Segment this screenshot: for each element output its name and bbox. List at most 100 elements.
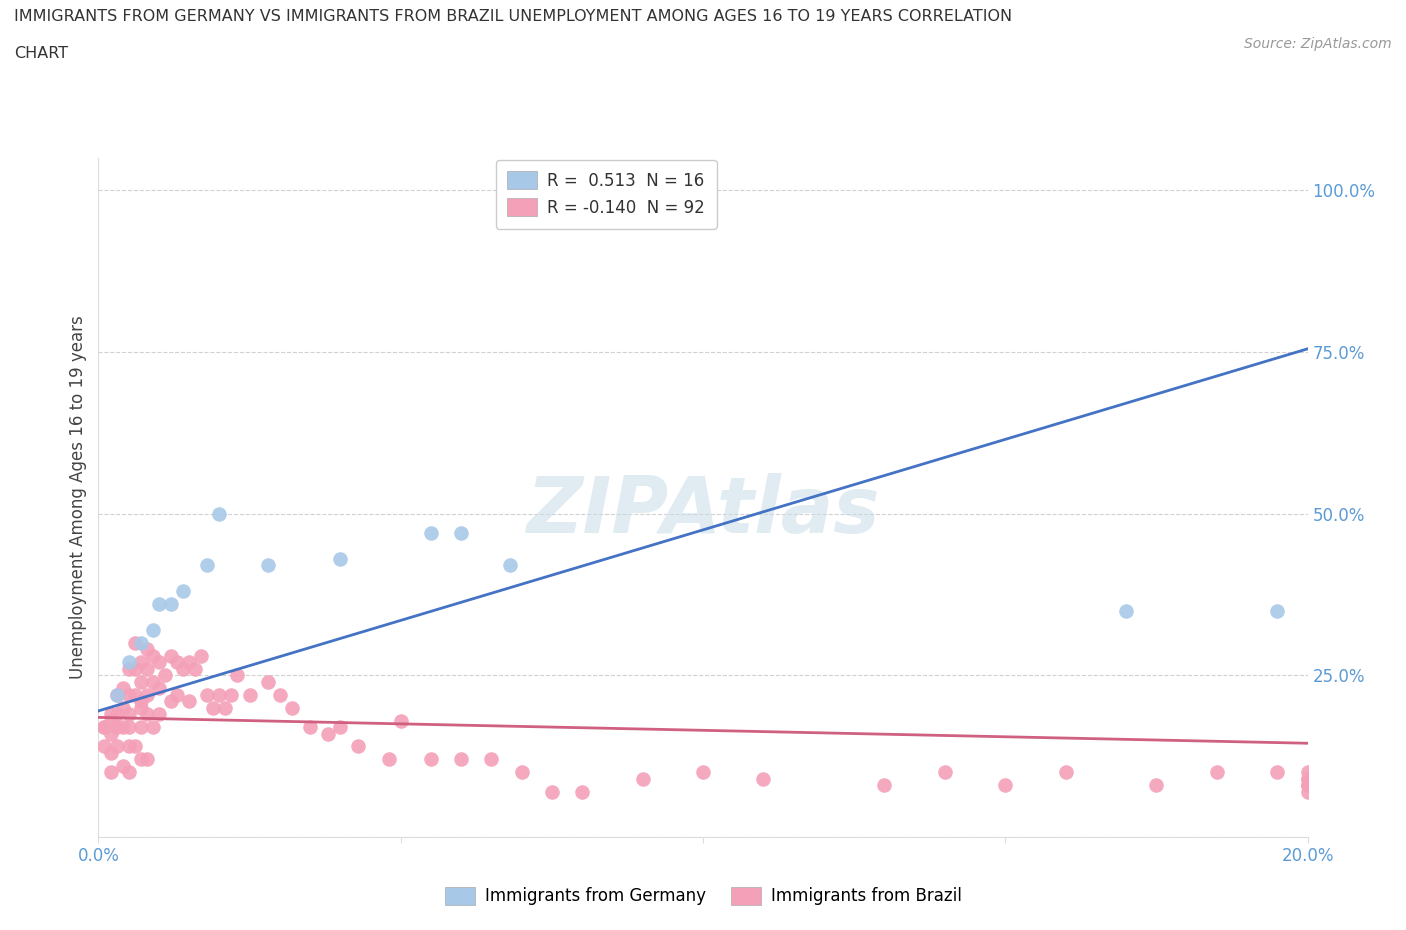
Point: [214, 700, 236, 715]
Point: [1144, 777, 1167, 792]
Point: [93, 739, 115, 754]
Text: IMMIGRANTS FROM GERMANY VS IMMIGRANTS FROM BRAZIL UNEMPLOYMENT AMONG AGES 16 TO : IMMIGRANTS FROM GERMANY VS IMMIGRANTS FR…: [14, 9, 1012, 24]
Point: [692, 764, 714, 779]
Point: [124, 635, 146, 650]
Point: [124, 661, 146, 676]
Point: [129, 700, 152, 715]
Point: [118, 655, 141, 670]
Point: [124, 687, 146, 702]
Point: [1296, 771, 1319, 786]
Point: [226, 668, 249, 683]
Point: [105, 739, 128, 754]
Point: [389, 713, 412, 728]
Point: [1265, 604, 1288, 618]
Text: ZIPAtlas: ZIPAtlas: [526, 473, 880, 549]
Point: [142, 623, 165, 638]
Point: [100, 707, 122, 722]
Point: [177, 655, 201, 670]
Point: [571, 784, 593, 799]
Point: [105, 687, 128, 702]
Point: [118, 739, 141, 754]
Point: [105, 687, 128, 702]
Y-axis label: Unemployment Among Ages 16 to 19 years: Unemployment Among Ages 16 to 19 years: [69, 315, 87, 680]
Point: [172, 584, 194, 599]
Point: [873, 777, 896, 792]
Point: [111, 681, 134, 696]
Point: [316, 726, 339, 741]
Point: [142, 674, 165, 689]
Legend: Immigrants from Germany, Immigrants from Brazil: Immigrants from Germany, Immigrants from…: [433, 875, 973, 917]
Point: [221, 687, 243, 702]
Point: [118, 720, 141, 735]
Point: [1296, 777, 1319, 792]
Point: [153, 668, 176, 683]
Point: [1296, 771, 1319, 786]
Point: [135, 661, 157, 676]
Point: [160, 597, 183, 612]
Point: [195, 558, 218, 573]
Point: [631, 771, 654, 786]
Point: [419, 752, 441, 767]
Point: [129, 694, 152, 709]
Point: [208, 506, 231, 521]
Point: [93, 720, 115, 735]
Point: [934, 764, 956, 779]
Point: [148, 681, 170, 696]
Point: [239, 687, 262, 702]
Point: [111, 700, 134, 715]
Point: [419, 525, 441, 540]
Point: [135, 752, 157, 767]
Point: [347, 739, 370, 754]
Point: [450, 752, 472, 767]
Point: [142, 648, 165, 663]
Point: [148, 707, 170, 722]
Point: [135, 687, 157, 702]
Point: [329, 720, 352, 735]
Point: [111, 720, 134, 735]
Point: [1296, 764, 1319, 779]
Point: [100, 726, 122, 741]
Point: [105, 707, 128, 722]
Point: [177, 694, 201, 709]
Point: [129, 752, 152, 767]
Point: [160, 648, 183, 663]
Point: [105, 720, 128, 735]
Point: [377, 752, 399, 767]
Point: [195, 687, 218, 702]
Point: [281, 700, 304, 715]
Point: [752, 771, 775, 786]
Point: [118, 687, 141, 702]
Point: [190, 648, 212, 663]
Point: [510, 764, 533, 779]
Point: [329, 551, 352, 566]
Point: [129, 635, 152, 650]
Point: [100, 764, 122, 779]
Point: [166, 655, 188, 670]
Point: [481, 752, 503, 767]
Point: [148, 655, 170, 670]
Point: [148, 597, 170, 612]
Point: [118, 764, 141, 779]
Text: CHART: CHART: [14, 46, 67, 61]
Point: [1296, 777, 1319, 792]
Point: [202, 700, 225, 715]
Point: [111, 759, 134, 774]
Point: [160, 694, 183, 709]
Point: [172, 661, 194, 676]
Point: [256, 674, 278, 689]
Point: [450, 525, 472, 540]
Point: [129, 720, 152, 735]
Point: [256, 558, 278, 573]
Point: [100, 713, 122, 728]
Point: [1054, 764, 1077, 779]
Point: [129, 655, 152, 670]
Point: [994, 777, 1017, 792]
Point: [135, 642, 157, 657]
Point: [93, 720, 115, 735]
Text: Source: ZipAtlas.com: Source: ZipAtlas.com: [1244, 37, 1392, 51]
Point: [118, 661, 141, 676]
Point: [1206, 764, 1229, 779]
Point: [1296, 777, 1319, 792]
Point: [540, 784, 562, 799]
Point: [124, 739, 146, 754]
